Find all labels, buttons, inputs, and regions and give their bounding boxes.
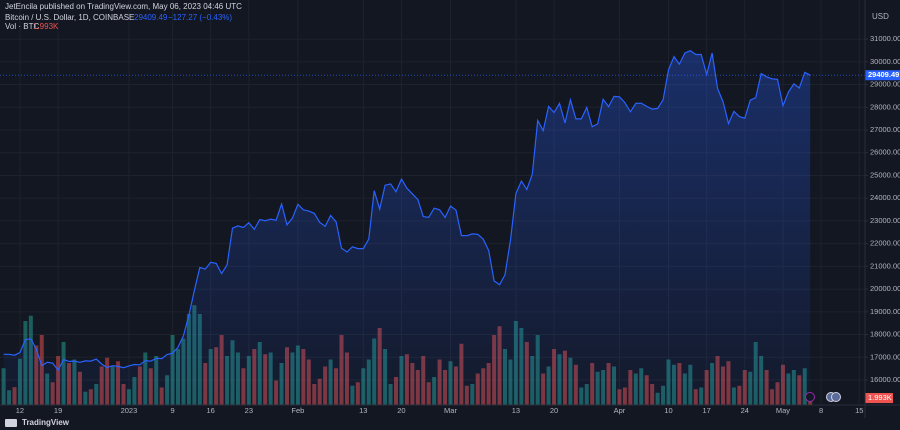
x-tick-label: 20 xyxy=(397,406,405,415)
x-tick-label: 2023 xyxy=(121,406,138,415)
x-tick-label: 20 xyxy=(550,406,558,415)
logo-icon xyxy=(5,419,17,427)
event-icon[interactable] xyxy=(831,392,841,402)
x-tick-label: 8 xyxy=(819,406,823,415)
y-tick-label: 27000.00 xyxy=(870,125,900,134)
price-area xyxy=(0,50,865,405)
x-tick-label: 16 xyxy=(207,406,215,415)
y-tick-label: 20000.00 xyxy=(870,284,900,293)
y-tick-label: 22000.00 xyxy=(870,239,900,248)
y-tick-label: 25000.00 xyxy=(870,170,900,179)
volume-badge-label: 1.993K xyxy=(868,393,892,402)
x-tick-label: 15 xyxy=(855,406,863,415)
x-tick-label: Mar xyxy=(444,406,457,415)
y-tick-label: 26000.00 xyxy=(870,148,900,157)
x-tick-label: 19 xyxy=(54,406,62,415)
last-price-badge xyxy=(865,70,900,81)
y-axis-label: USD xyxy=(872,12,889,21)
y-tick-label: 23000.00 xyxy=(870,216,900,225)
price-change: −127.27 (−0.43%) xyxy=(168,13,232,22)
x-tick-label: 13 xyxy=(512,406,520,415)
x-tick-label: 17 xyxy=(702,406,710,415)
x-tick-label: Apr xyxy=(614,406,626,415)
y-tick-label: 29000.00 xyxy=(870,80,900,89)
last-price: 29409.49 xyxy=(134,13,168,22)
y-tick-label: 24000.00 xyxy=(870,193,900,202)
publisher: JetEncila published on TradingView.com, … xyxy=(5,2,242,11)
event-icon[interactable] xyxy=(805,392,815,402)
price-line xyxy=(3,50,811,372)
axes: 16000.00 17000.00 18000.00 19000.00 20000.00… xyxy=(16,34,900,415)
y-tick-label: 28000.00 xyxy=(870,102,900,111)
x-tick-label: 23 xyxy=(245,406,253,415)
y-tick-label: 18000.00 xyxy=(870,330,900,339)
volume-last: 1.993K xyxy=(33,22,59,31)
x-tick-label: 9 xyxy=(170,406,174,415)
y-tick-label: 21000.00 xyxy=(870,261,900,270)
x-tick-label: 13 xyxy=(359,406,367,415)
y-tick-label: 19000.00 xyxy=(870,307,900,316)
volume-title: Vol · BTC xyxy=(5,22,39,31)
x-tick-label: Feb xyxy=(291,406,304,415)
chart-title: Bitcoin / U.S. Dollar, 1D, COINBASE xyxy=(5,13,134,22)
last-price-label: 29409.49 xyxy=(868,70,899,79)
x-tick-label: 12 xyxy=(16,406,24,415)
price-area-fill xyxy=(3,50,811,405)
y-tick-label: 16000.00 xyxy=(870,375,900,384)
volume-badge xyxy=(865,393,893,404)
x-tick-label: 10 xyxy=(664,406,672,415)
footer-logo: TradingView xyxy=(22,418,70,427)
x-tick-label: 24 xyxy=(741,406,749,415)
y-tick-label: 31000.00 xyxy=(870,34,900,43)
y-tick-label: 17000.00 xyxy=(870,352,900,361)
x-tick-label: May xyxy=(776,406,790,415)
y-tick-label: 30000.00 xyxy=(870,57,900,66)
